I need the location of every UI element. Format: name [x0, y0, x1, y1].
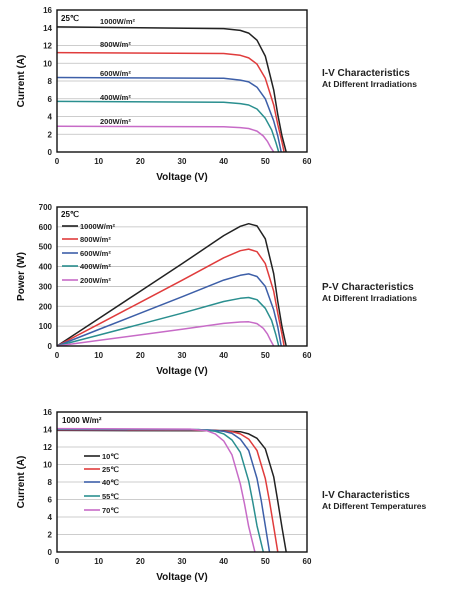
- y-axis-title: Power (W): [16, 252, 27, 301]
- legend-label: 600W/m²: [80, 249, 111, 258]
- y-tick-label: 16: [43, 408, 52, 417]
- series-line-2: [56, 273, 282, 347]
- y-axis-title: Current (A): [16, 55, 27, 108]
- y-axis-title: Current (A): [16, 456, 27, 509]
- legend-label: 400W/m²: [80, 262, 111, 271]
- y-tick-label: 600: [39, 223, 53, 232]
- series-line-0: [56, 26, 287, 153]
- x-tick-label: 30: [178, 557, 187, 566]
- condition-note: 25℃: [61, 14, 79, 23]
- plot-frame: [56, 206, 308, 347]
- legend-label: 1000W/m²: [80, 222, 116, 231]
- x-tick-label: 40: [219, 557, 228, 566]
- x-tick-label: 10: [94, 351, 103, 360]
- y-tick-label: 8: [48, 478, 53, 487]
- x-axis-title: Voltage (V): [156, 172, 207, 183]
- x-tick-label: 60: [303, 557, 312, 566]
- y-tick-label: 14: [43, 426, 52, 435]
- y-tick-label: 100: [39, 322, 53, 331]
- pv-irradiation-chart: 0 100 200 300 400 500 600 700 0 10 20 30 40 50 60 1000W…: [16, 203, 417, 377]
- y-tick-label: 2: [48, 130, 53, 139]
- series-label: 800W/m²: [100, 40, 131, 49]
- y-tick-label: 6: [48, 95, 53, 104]
- series-line-3: [56, 100, 280, 153]
- legend-label: 55℃: [102, 492, 119, 501]
- x-tick-label: 30: [178, 157, 187, 166]
- condition-note: 1000 W/m²: [62, 416, 102, 425]
- series-label: 600W/m²: [100, 69, 131, 78]
- x-tick-label: 20: [136, 557, 145, 566]
- y-tick-label: 10: [43, 461, 52, 470]
- x-tick-label: 0: [55, 157, 60, 166]
- chart-title: I-V Characteristics: [322, 490, 410, 501]
- y-tick-label: 4: [48, 513, 53, 522]
- legend-label: 800W/m²: [80, 235, 111, 244]
- plot-frame: [56, 9, 308, 153]
- series-line-1: [56, 248, 285, 347]
- y-tick-label: 500: [39, 243, 53, 252]
- series-line-2: [56, 76, 282, 153]
- plot-area: [57, 207, 307, 346]
- series-line-4: [56, 321, 275, 347]
- y-tick-label: 200: [39, 302, 53, 311]
- x-tick-label: 30: [178, 351, 187, 360]
- series-label: 1000W/m²: [100, 17, 136, 26]
- x-tick-label: 50: [261, 557, 270, 566]
- y-tick-label: 700: [39, 203, 53, 212]
- x-tick-label: 50: [261, 351, 270, 360]
- x-axis-title: Voltage (V): [156, 366, 207, 377]
- legend-label: 200W/m²: [80, 276, 111, 285]
- chart-subtitle: At Different Temperatures: [322, 501, 426, 511]
- legend-label: 25℃: [102, 465, 119, 474]
- series-line-0: [56, 222, 287, 347]
- y-tick-label: 300: [39, 282, 53, 291]
- condition-note: 25℃: [61, 210, 79, 219]
- x-tick-label: 0: [55, 351, 60, 360]
- series-line-4: [56, 125, 275, 153]
- legend-label: 10℃: [102, 452, 119, 461]
- iv-irradiation-chart: 0 2 4 6 8 10 12 14 16 0 10 20 30 40 50 60 1000W/m² 800W/m…: [16, 6, 417, 183]
- series-line-3: [56, 296, 280, 347]
- series-line-1: [56, 51, 285, 153]
- chart-subtitle: At Different Irradiations: [322, 79, 417, 89]
- y-tick-label: 16: [43, 6, 52, 15]
- chart-title: I-V Characteristics: [322, 68, 410, 79]
- y-tick-label: 10: [43, 59, 52, 68]
- y-tick-label: 4: [48, 113, 53, 122]
- x-tick-label: 60: [303, 157, 312, 166]
- x-tick-label: 20: [136, 157, 145, 166]
- y-tick-label: 6: [48, 496, 53, 505]
- y-tick-label: 14: [43, 24, 52, 33]
- x-tick-label: 40: [219, 351, 228, 360]
- y-tick-label: 12: [43, 42, 52, 51]
- series-label: 200W/m²: [100, 117, 131, 126]
- y-tick-label: 8: [48, 77, 53, 86]
- x-tick-label: 40: [219, 157, 228, 166]
- legend-label: 40℃: [102, 478, 119, 487]
- y-tick-label: 2: [48, 531, 53, 540]
- series-label: 400W/m²: [100, 93, 131, 102]
- x-tick-label: 20: [136, 351, 145, 360]
- x-tick-label: 60: [303, 351, 312, 360]
- plot-frame: [56, 411, 308, 553]
- x-tick-label: 10: [94, 157, 103, 166]
- series-line-4: [56, 427, 256, 553]
- y-tick-label: 0: [48, 148, 53, 157]
- x-tick-label: 10: [94, 557, 103, 566]
- x-axis-title: Voltage (V): [156, 572, 207, 583]
- y-tick-label: 0: [48, 342, 53, 351]
- x-tick-label: 0: [55, 557, 60, 566]
- y-tick-label: 400: [39, 263, 53, 272]
- y-tick-label: 12: [43, 443, 52, 452]
- chart-subtitle: At Different Irradiations: [322, 293, 417, 303]
- chart-title: P-V Characteristics: [322, 282, 414, 293]
- legend-label: 70℃: [102, 506, 119, 515]
- x-tick-label: 50: [261, 157, 270, 166]
- iv-temperature-chart: 0 2 4 6 8 10 12 14 16 0 10 20 30 40 50 60 10℃ 25℃ 40℃ 55℃ 70…: [16, 408, 426, 583]
- y-tick-label: 0: [48, 548, 53, 557]
